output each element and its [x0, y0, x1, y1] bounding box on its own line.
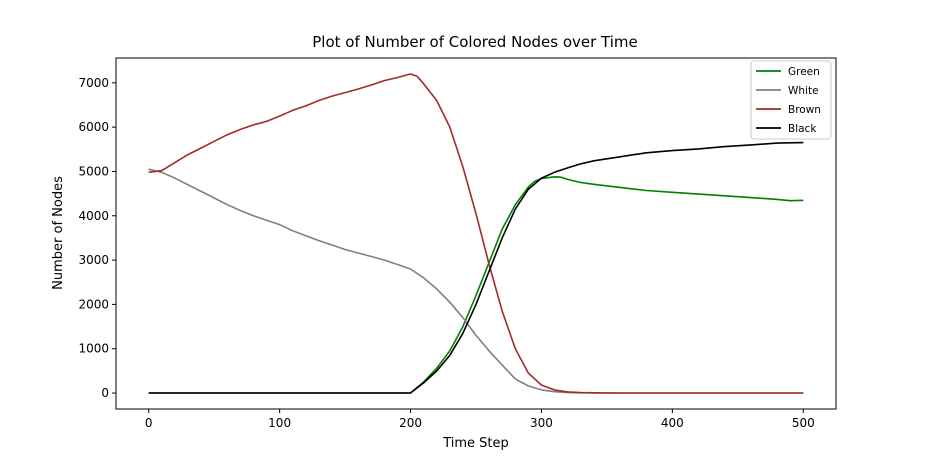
series-lines — [148, 73, 804, 394]
legend-label-black: Black — [788, 123, 817, 135]
legend-box — [750, 60, 832, 140]
y-tick-label: 0 — [101, 386, 109, 400]
series-line-black — [148, 141, 804, 394]
x-tick-label: 400 — [661, 416, 684, 430]
y-tick-label: 5000 — [78, 164, 109, 178]
x-tick-label: 0 — [145, 416, 153, 430]
legend: Green White Brown Black — [750, 60, 832, 140]
axes-frame — [115, 57, 837, 410]
legend-label-white: White — [788, 85, 819, 97]
series-line-green — [148, 176, 804, 394]
x-axis-ticks: 0 100 200 300 400 500 — [145, 409, 815, 430]
legend-label-green: Green — [788, 66, 820, 78]
y-tick-label: 4000 — [78, 209, 109, 223]
x-tick-label: 200 — [399, 416, 422, 430]
y-axis-label: Number of Nodes — [51, 176, 66, 290]
y-axis-ticks: 0 1000 2000 3000 4000 5000 6000 7000 — [78, 76, 116, 400]
y-tick-label: 7000 — [78, 76, 109, 90]
x-axis-label: Time Step — [442, 436, 509, 451]
legend-label-brown: Brown — [788, 104, 821, 116]
y-tick-label: 1000 — [78, 342, 109, 356]
x-tick-label: 100 — [268, 416, 291, 430]
y-tick-label: 3000 — [78, 253, 109, 267]
plot-area — [115, 57, 837, 410]
x-tick-label: 500 — [792, 416, 815, 430]
y-tick-label: 6000 — [78, 120, 109, 134]
series-line-white — [148, 168, 804, 394]
chart-title: Plot of Number of Colored Nodes over Tim… — [312, 33, 638, 51]
x-tick-label: 300 — [530, 416, 553, 430]
series-line-brown — [148, 73, 804, 394]
y-tick-label: 2000 — [78, 297, 109, 311]
